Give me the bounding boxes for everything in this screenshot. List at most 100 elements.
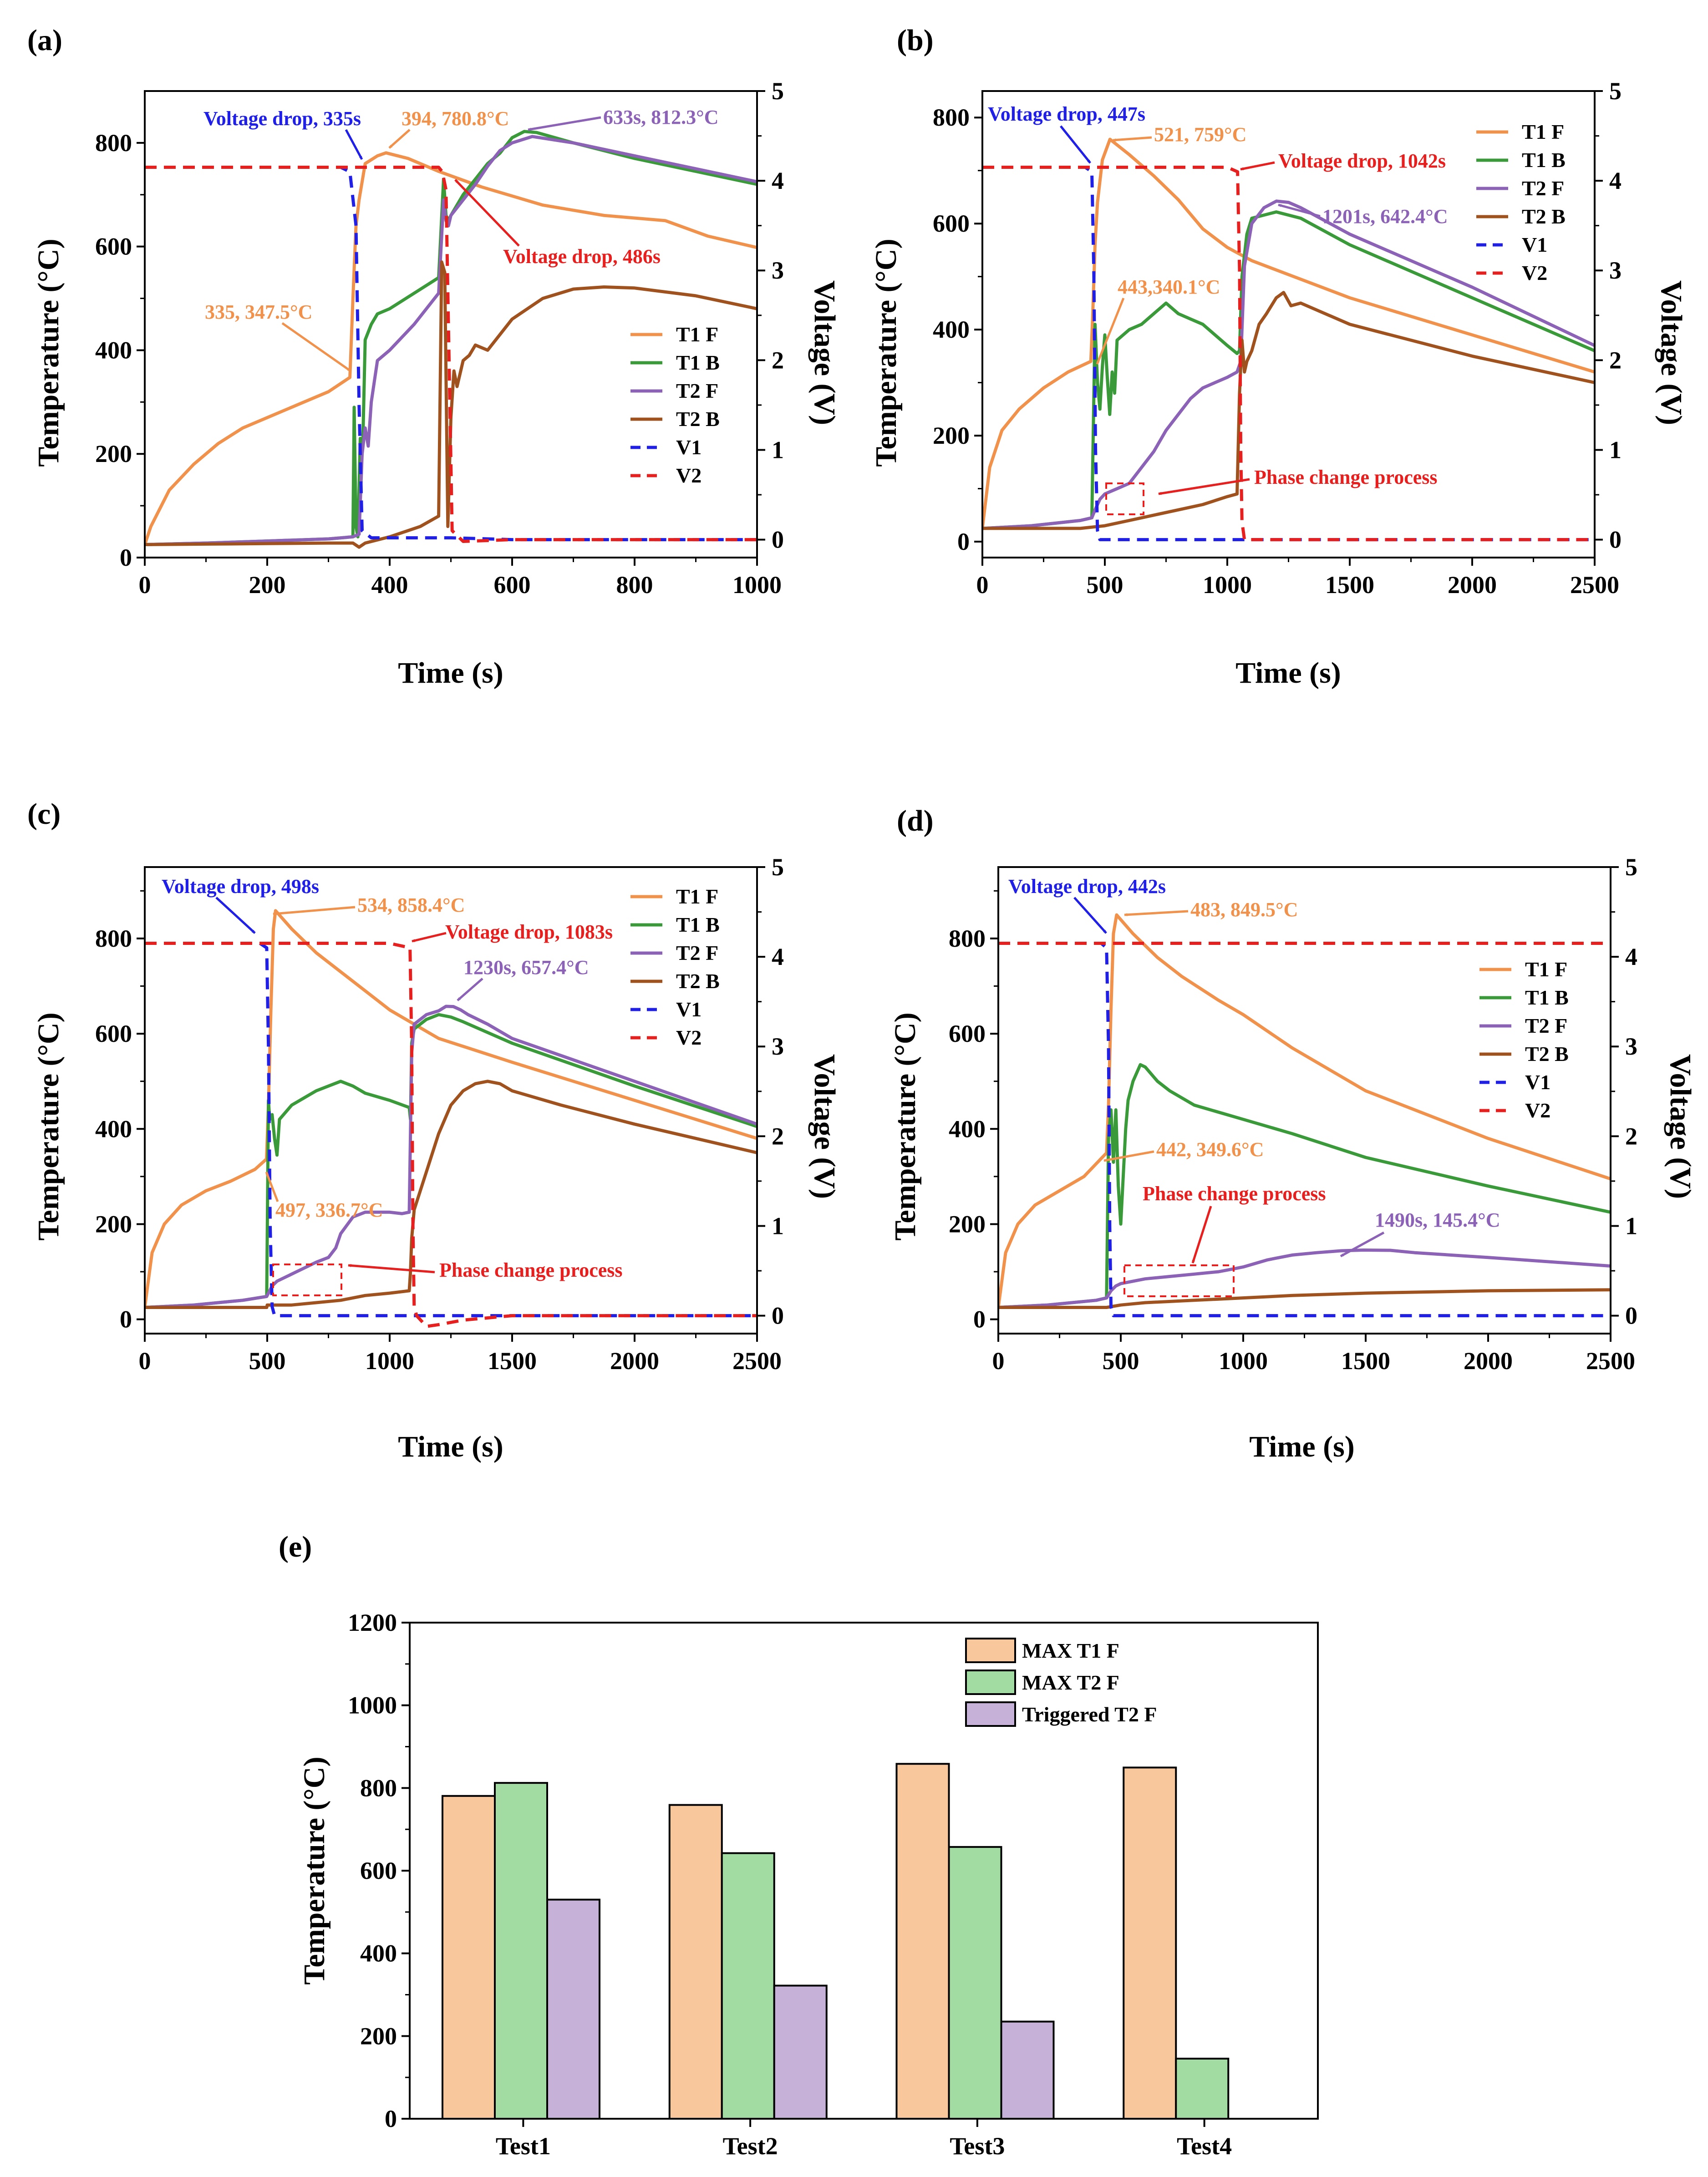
legend-label: T2 F (1525, 1014, 1567, 1037)
category-label: Test3 (950, 2132, 1005, 2160)
legend-label: T2 F (676, 941, 718, 964)
annotation-arrows (281, 116, 601, 372)
legend-label: T1 B (1525, 986, 1569, 1009)
bar-max-t1-f-test1 (442, 1795, 496, 2120)
legend-label: T1 F (1522, 120, 1564, 143)
y-tick-label: 200 (95, 1210, 132, 1238)
x-axis-title: Time (s) (398, 656, 503, 690)
x-tick-label: 1000 (1219, 1347, 1268, 1375)
y-tick-label: 600 (360, 1857, 397, 1884)
y2-tick-label: 2 (772, 346, 784, 374)
series-t2-b (982, 291, 1595, 530)
y-tick-label: 0 (120, 1306, 132, 1333)
legend: T1 F T1 B T2 F T2 B V1 V2 (630, 885, 720, 1049)
y2-axis-title: Voltage (V) (808, 1054, 841, 1199)
series-v2 (982, 166, 1595, 542)
legend: MAX T1 F MAX T2 F Triggered T2 F (965, 1638, 1157, 1727)
y-axis-title: Temperature (°C) (32, 239, 65, 467)
category-label: Test4 (1177, 2132, 1232, 2160)
y2-tick-label: 4 (1625, 943, 1637, 970)
y-tick-label: 0 (973, 1306, 986, 1333)
y-tick-label: 400 (933, 316, 970, 343)
annotation-voltage-drop-v2: Voltage drop, 1083s (445, 921, 613, 943)
y2-tick-label: 1 (772, 1212, 784, 1239)
x-tick-label: 0 (976, 571, 989, 599)
annotation-t2f-peak: 1230s, 657.4°C (463, 956, 589, 979)
series-t1-f (145, 909, 757, 1308)
y-tick-label: 400 (949, 1115, 986, 1142)
x-tick-label: 2000 (1464, 1347, 1513, 1375)
plot-frame (997, 866, 1611, 1335)
y-axis-title: Temperature (°C) (869, 239, 903, 467)
category-label: Test2 (723, 2132, 778, 2160)
x-tick-label: 1500 (1341, 1347, 1390, 1375)
bar-max-t2-f-test3 (948, 1846, 1002, 2120)
x-tick-label: 2500 (732, 1347, 782, 1375)
y2-tick-label: 0 (1625, 1302, 1637, 1330)
y2-tick-label: 3 (1625, 1033, 1637, 1060)
legend-label: Triggered T2 F (1022, 1703, 1157, 1726)
y-tick-label: 0 (385, 2105, 397, 2132)
y-tick-label: 600 (949, 1020, 986, 1047)
x-tick-label: 2000 (610, 1347, 659, 1375)
series-lines (982, 137, 1595, 542)
x-axis-title: Time (s) (1235, 656, 1341, 690)
legend-label: V2 (1525, 1099, 1550, 1122)
panel-label: (b) (897, 24, 934, 57)
y-tick-label: 400 (95, 336, 132, 364)
y2-tick-label: 0 (772, 526, 784, 553)
y-tick-label: 0 (120, 544, 132, 571)
annotation-arrows (215, 897, 483, 1296)
annotation-t1f-trigger: 443,340.1°C (1118, 276, 1220, 298)
legend-label: T1 F (676, 323, 718, 346)
y-tick-label: 200 (933, 422, 970, 449)
y-tick-label: 1000 (348, 1692, 397, 1719)
legend-label: T2 B (1522, 205, 1566, 228)
y-tick-label: 200 (949, 1210, 986, 1238)
series-v1 (998, 942, 1611, 1318)
annotation-voltage-drop-v1: Voltage drop, 335s (203, 107, 361, 130)
annotation-t1f-peak: 534, 858.4°C (357, 894, 465, 916)
series-t2-f (145, 135, 757, 546)
y-tick-label: 600 (933, 210, 970, 237)
y2-tick-label: 3 (772, 1033, 784, 1060)
panel-label: (d) (897, 804, 934, 837)
annotation-t2f-peak: 1201s, 642.4°C (1322, 205, 1448, 228)
panel-label: (e) (279, 1530, 312, 1563)
y2-tick-label: 3 (1609, 257, 1622, 284)
bar-max-t1-f-test2 (668, 1804, 723, 2120)
annotation-t2f-peak: 1490s, 145.4°C (1375, 1209, 1500, 1231)
y2-tick-label: 4 (772, 167, 784, 194)
x-tick-label: 1000 (732, 571, 782, 599)
series-v1 (145, 942, 757, 1318)
legend-label: V2 (676, 464, 702, 487)
annotation-phase-change: Phase change process (1254, 466, 1438, 488)
bar-max-t1-f-test4 (1123, 1766, 1177, 2120)
y-axis-title: Temperature (°C) (889, 1012, 922, 1240)
x-tick-label: 1000 (1203, 571, 1252, 599)
annotation-voltage-drop-v1: Voltage drop, 442s (1008, 875, 1166, 898)
category-label: Test1 (496, 2132, 551, 2160)
y-tick-label: 0 (957, 528, 970, 555)
series-v1 (145, 166, 757, 542)
annotation-t2f-peak: 633s, 812.3°C (603, 106, 719, 128)
bar-max-t2-f-test4 (1175, 2057, 1230, 2120)
y2-axis-title: Voltage (V) (808, 280, 841, 425)
y2-tick-label: 0 (1609, 526, 1622, 553)
y-axis-title: Temperature (°C) (298, 1756, 331, 1984)
legend-label: T1 B (676, 351, 720, 374)
annotation-t1f-trigger: 335, 347.5°C (205, 301, 312, 323)
annotation-voltage-drop-v1: Voltage drop, 447s (988, 103, 1145, 125)
y-tick-label: 400 (360, 1940, 397, 1967)
legend-label: T2 B (676, 407, 720, 431)
panel-e: (e) Test1 Test2 Test3 Test4 0 200 400 600 800 100… (279, 1530, 1319, 2160)
legend-swatch (965, 1670, 1016, 1695)
legend: T1 F T1 B T2 F T2 B V1 V2 (1476, 120, 1566, 284)
annotation-phase-change: Phase change process (1143, 1182, 1326, 1205)
x-axis-title: Time (s) (398, 1430, 503, 1463)
annotation-arrows (1060, 125, 1321, 515)
legend-swatch (965, 1701, 1016, 1727)
series-lines (145, 130, 757, 549)
annotation-phase-change: Phase change process (439, 1259, 623, 1281)
